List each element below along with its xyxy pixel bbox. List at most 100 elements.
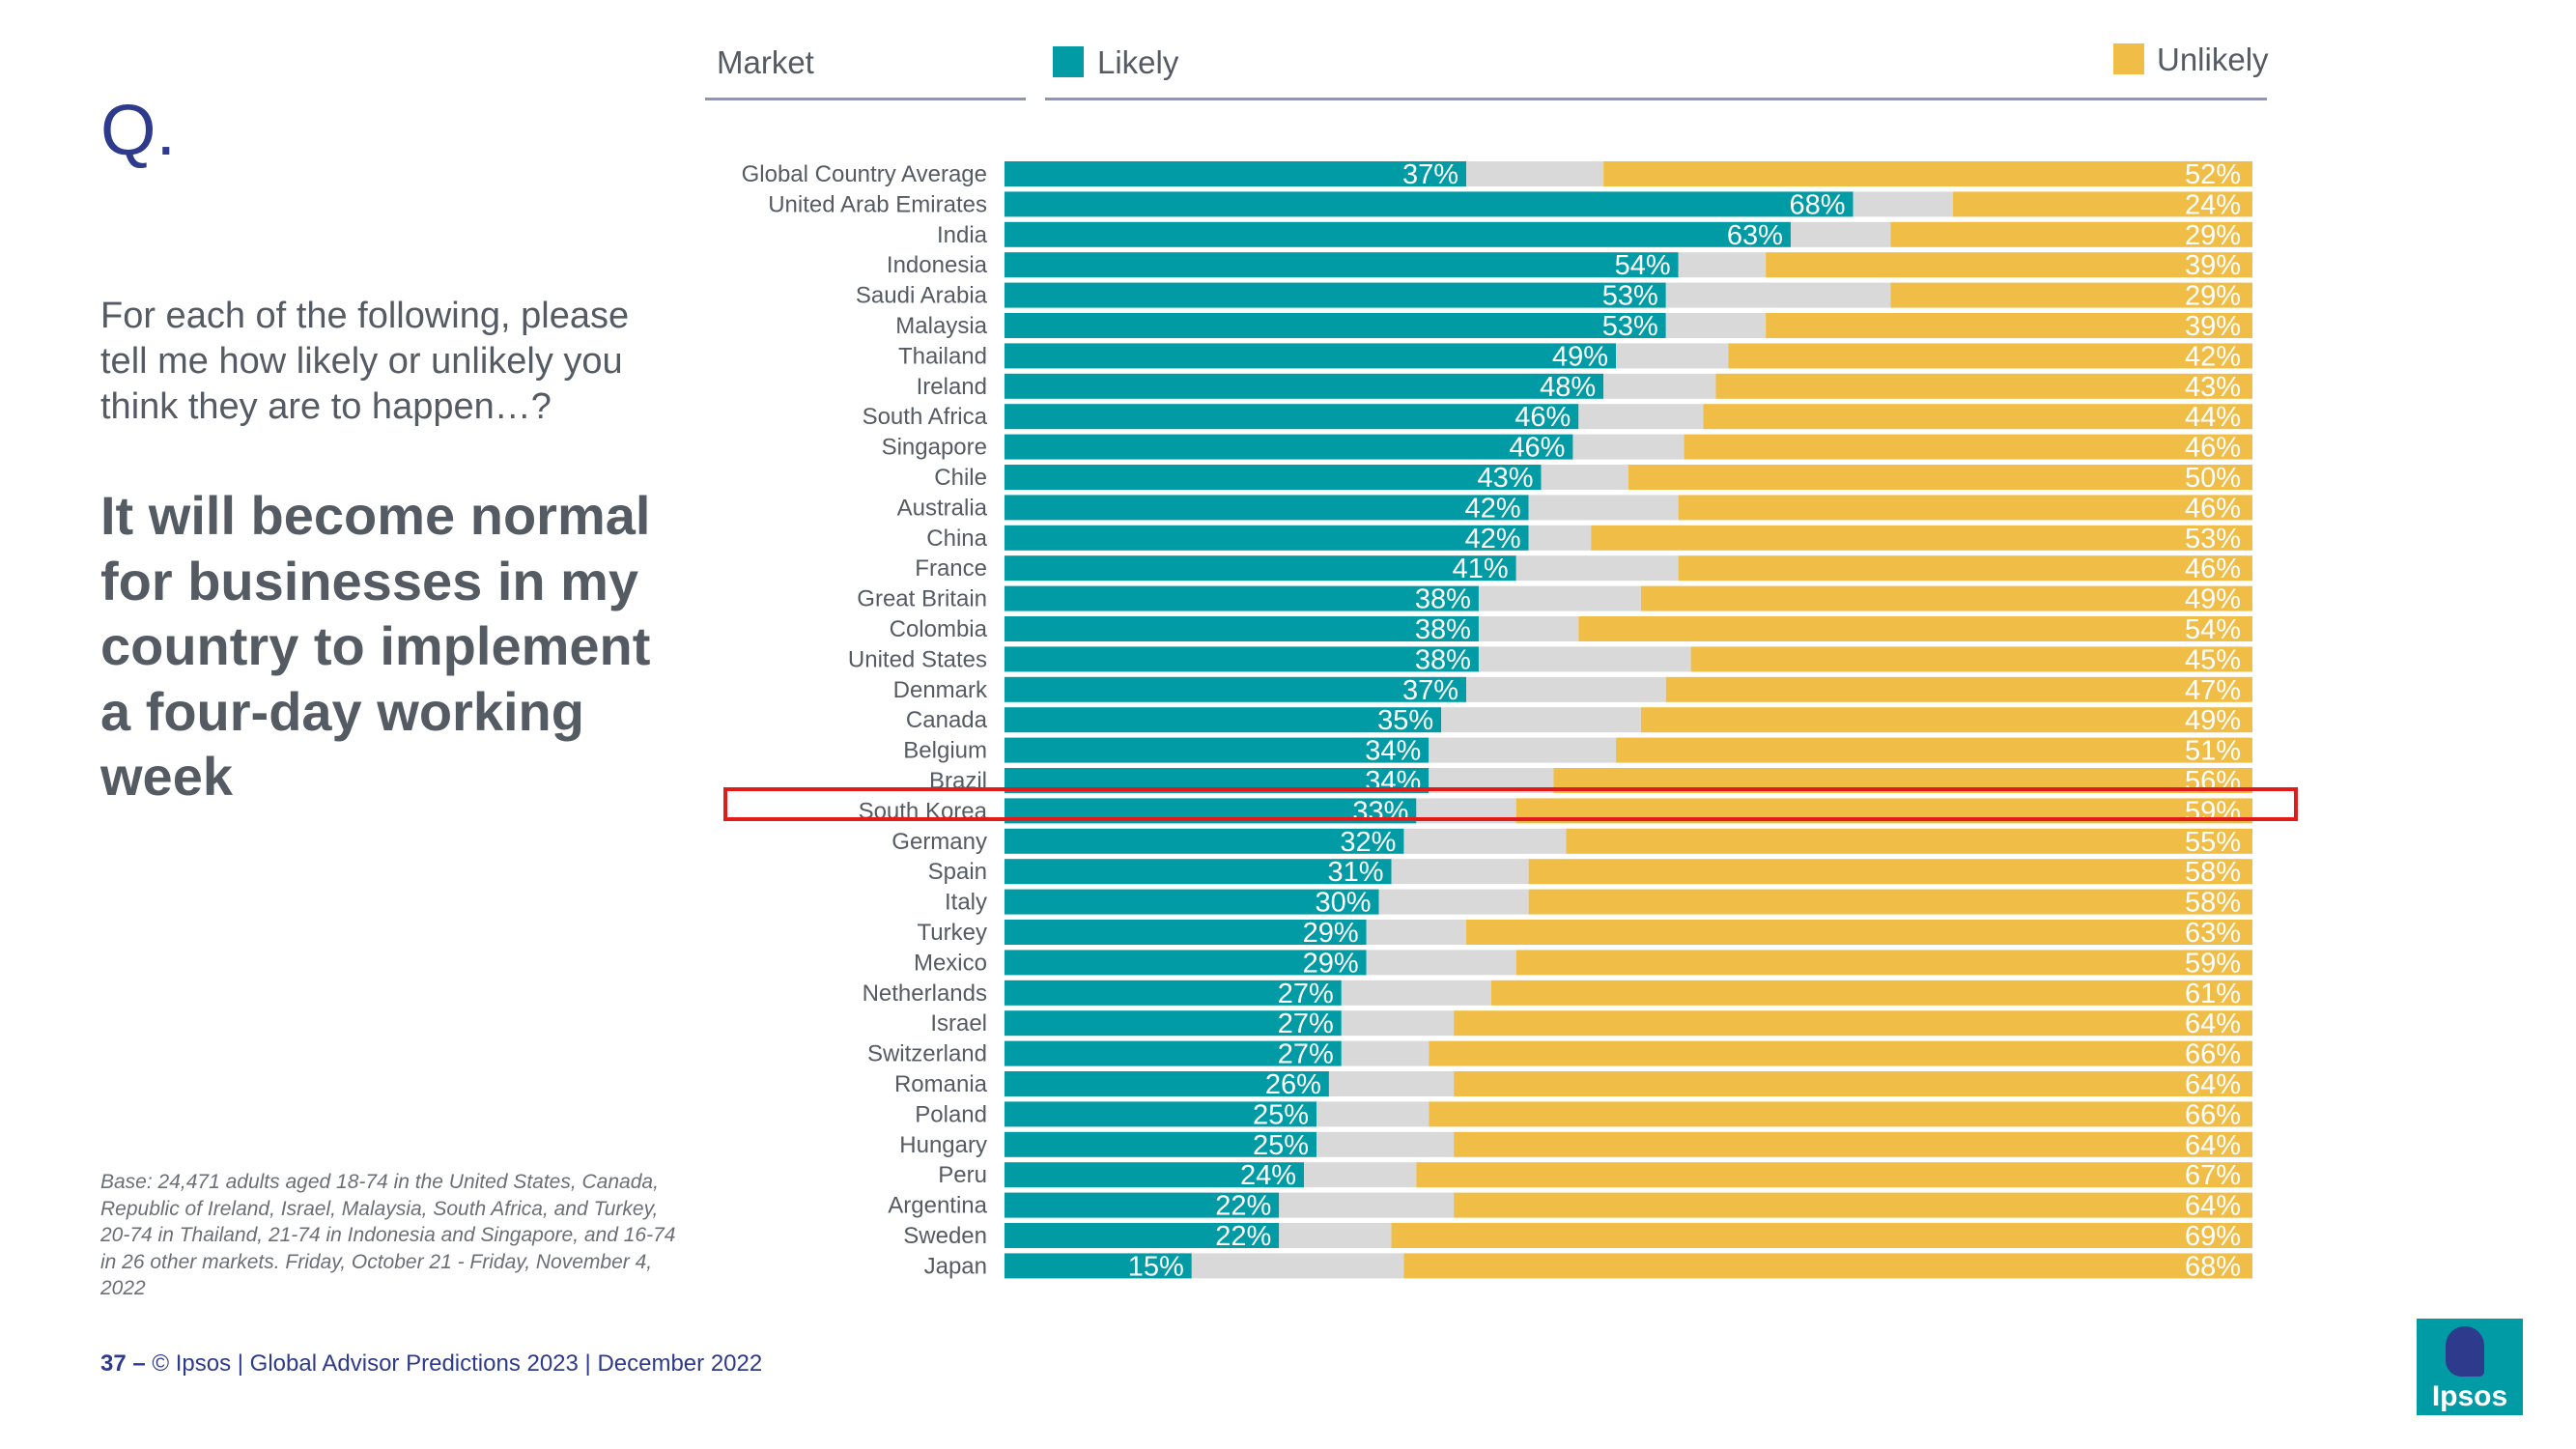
bar-united-arab-emirates-likely <box>1005 191 1854 217</box>
data-label-likely-china: 42% <box>1465 524 1521 554</box>
data-label-likely-mexico: 29% <box>1303 948 1359 979</box>
bar-germany-likely <box>1005 828 1404 854</box>
bar-indonesia-neutral <box>1678 252 1767 278</box>
data-label-unlikely-brazil: 56% <box>2185 766 2241 797</box>
category-label-australia: Australia <box>897 495 988 521</box>
bar-united-states-unlikely <box>1690 646 2252 672</box>
category-label-turkey: Turkey <box>918 920 987 946</box>
category-label-thailand: Thailand <box>898 343 987 369</box>
bar-ireland-likely <box>1005 373 1604 399</box>
bar-argentina-neutral <box>1279 1192 1455 1218</box>
bar-belgium-likely <box>1005 737 1430 763</box>
bar-south-africa-likely <box>1005 404 1579 430</box>
data-label-likely-ireland: 48% <box>1540 372 1596 403</box>
data-label-unlikely-turkey: 63% <box>2185 918 2241 949</box>
bar-global-country-average-likely <box>1005 161 1467 186</box>
data-label-unlikely-france: 46% <box>2185 554 2241 584</box>
bar-saudi-arabia-unlikely <box>1890 282 2252 308</box>
bar-italy-neutral <box>1378 889 1529 915</box>
data-label-unlikely-south-korea: 59% <box>2185 796 2241 827</box>
data-label-likely-chile: 43% <box>1478 463 1534 494</box>
bar-great-britain-unlikely <box>1640 585 2252 611</box>
data-label-unlikely-denmark: 47% <box>2185 675 2241 706</box>
data-label-likely-poland: 25% <box>1253 1099 1309 1130</box>
data-label-unlikely-global-country-average: 52% <box>2185 159 2241 190</box>
data-label-unlikely-colombia: 54% <box>2185 614 2241 645</box>
bar-italy-unlikely <box>1528 889 2252 915</box>
category-label-mexico: Mexico <box>914 950 987 976</box>
bar-saudi-arabia-neutral <box>1665 282 1891 308</box>
data-label-unlikely-india: 29% <box>2185 220 2241 251</box>
data-label-unlikely-singapore: 46% <box>2185 433 2241 464</box>
bar-canada-likely <box>1005 707 1442 733</box>
data-label-likely-japan: 15% <box>1128 1251 1184 1282</box>
bar-spain-unlikely <box>1528 859 2252 885</box>
data-label-likely-india: 63% <box>1727 220 1783 251</box>
bar-hungary-likely <box>1005 1131 1316 1157</box>
data-label-unlikely-china: 53% <box>2185 524 2241 554</box>
bar-india-neutral <box>1790 221 1891 247</box>
data-label-unlikely-sweden: 69% <box>2185 1221 2241 1252</box>
bar-great-britain-likely <box>1005 585 1479 611</box>
category-label-united-arab-emirates: United Arab Emirates <box>768 191 987 217</box>
bar-peru-likely <box>1005 1162 1305 1188</box>
data-label-likely-saudi-arabia: 53% <box>1602 281 1658 312</box>
bar-colombia-likely <box>1005 616 1479 641</box>
data-label-likely-indonesia: 54% <box>1615 250 1671 281</box>
bar-global-country-average-unlikely <box>1603 161 2252 186</box>
category-label-malaysia: Malaysia <box>895 313 987 339</box>
question-text: For each of the following, please tell m… <box>100 296 630 427</box>
category-label-argentina: Argentina <box>888 1193 987 1219</box>
bar-hungary-unlikely <box>1454 1131 2252 1157</box>
category-label-united-states: United States <box>848 646 987 672</box>
legend-likely-label: Likely <box>1097 44 1179 80</box>
data-label-likely-malaysia: 53% <box>1602 311 1658 342</box>
bar-thailand-unlikely <box>1728 343 2252 369</box>
legend-likely-swatch <box>1053 46 1084 77</box>
bar-indonesia-unlikely <box>1766 252 2252 278</box>
category-label-india: India <box>937 222 988 248</box>
bar-belgium-unlikely <box>1616 737 2252 763</box>
bar-united-states-likely <box>1005 646 1479 672</box>
data-label-likely-south-africa: 46% <box>1514 402 1571 433</box>
bar-australia-unlikely <box>1678 495 2252 521</box>
bar-switzerland-neutral <box>1341 1040 1430 1066</box>
bar-thailand-likely <box>1005 343 1617 369</box>
bar-china-unlikely <box>1591 525 2252 551</box>
bar-china-neutral <box>1528 525 1592 551</box>
bar-chile-neutral <box>1541 465 1628 490</box>
category-label-great-britain: Great Britain <box>857 586 987 612</box>
bar-chile-unlikely <box>1628 465 2252 490</box>
bar-peru-neutral <box>1304 1162 1417 1188</box>
data-label-unlikely-israel: 64% <box>2185 1009 2241 1039</box>
data-label-likely-italy: 30% <box>1316 888 1372 919</box>
data-label-likely-netherlands: 27% <box>1278 979 1334 1009</box>
ipsos-logo: Ipsos <box>2417 1319 2523 1415</box>
bar-poland-likely <box>1005 1101 1316 1127</box>
bar-argentina-unlikely <box>1454 1192 2252 1218</box>
data-label-unlikely-united-states: 45% <box>2185 644 2241 675</box>
data-label-unlikely-peru: 67% <box>2185 1160 2241 1191</box>
bar-japan-likely <box>1005 1253 1192 1279</box>
bar-singapore-unlikely <box>1684 434 2252 460</box>
data-label-unlikely-chile: 50% <box>2185 463 2241 494</box>
bar-denmark-likely <box>1005 676 1467 702</box>
bar-ireland-unlikely <box>1715 373 2252 399</box>
bar-china-likely <box>1005 525 1529 551</box>
data-label-likely-israel: 27% <box>1278 1009 1334 1039</box>
statement-title: It will become normal for businesses in … <box>100 485 651 807</box>
bar-israel-likely <box>1005 1010 1342 1037</box>
category-label-israel: Israel <box>930 1010 987 1037</box>
bar-spain-likely <box>1005 859 1392 885</box>
bar-mexico-likely <box>1005 950 1367 976</box>
legend-rule <box>1045 98 2267 100</box>
bar-australia-neutral <box>1528 495 1679 521</box>
category-label-canada: Canada <box>906 707 988 733</box>
data-label-unlikely-italy: 58% <box>2185 888 2241 919</box>
data-label-unlikely-argentina: 64% <box>2185 1191 2241 1222</box>
data-label-unlikely-australia: 46% <box>2185 493 2241 524</box>
data-label-unlikely-malaysia: 39% <box>2185 311 2241 342</box>
category-label-spain: Spain <box>928 859 987 885</box>
page-number: 37 – <box>100 1350 146 1377</box>
bar-japan-neutral <box>1191 1253 1404 1279</box>
